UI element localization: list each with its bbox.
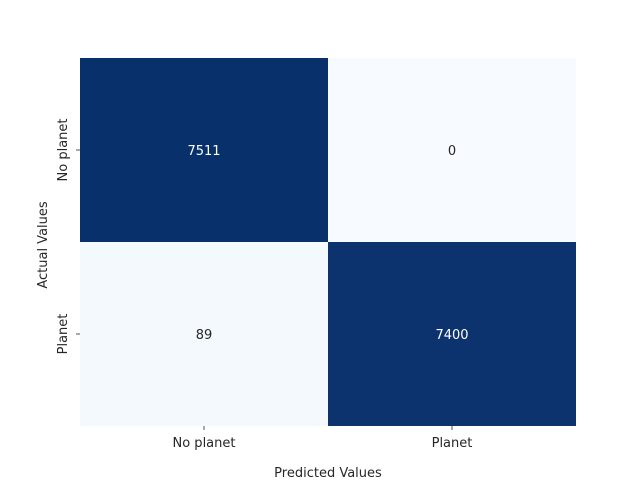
- y-tick-label: No planet: [56, 119, 71, 182]
- heatmap-cell-labels: 7511 0 89 7400: [187, 144, 468, 343]
- x-axis-title: Predicted Values: [274, 466, 382, 480]
- y-tick-label: Planet: [56, 314, 71, 355]
- y-axis: No planet Planet: [56, 119, 80, 355]
- x-tick-label: No planet: [173, 436, 236, 451]
- heatmap-cell: [80, 58, 328, 242]
- y-axis-title: Actual Values: [36, 201, 51, 289]
- heatmap-cell: [328, 58, 576, 242]
- cell-value-label: 0: [448, 144, 456, 159]
- heatmap-cell: [328, 242, 576, 426]
- heatmap-cell: [80, 242, 328, 426]
- cell-value-label: 89: [196, 328, 213, 343]
- cell-value-label: 7511: [187, 144, 220, 159]
- x-axis: No planet Planet: [173, 426, 473, 451]
- heatmap-cells: [80, 58, 576, 426]
- cell-value-label: 7400: [435, 328, 468, 343]
- x-tick-label: Planet: [432, 436, 473, 451]
